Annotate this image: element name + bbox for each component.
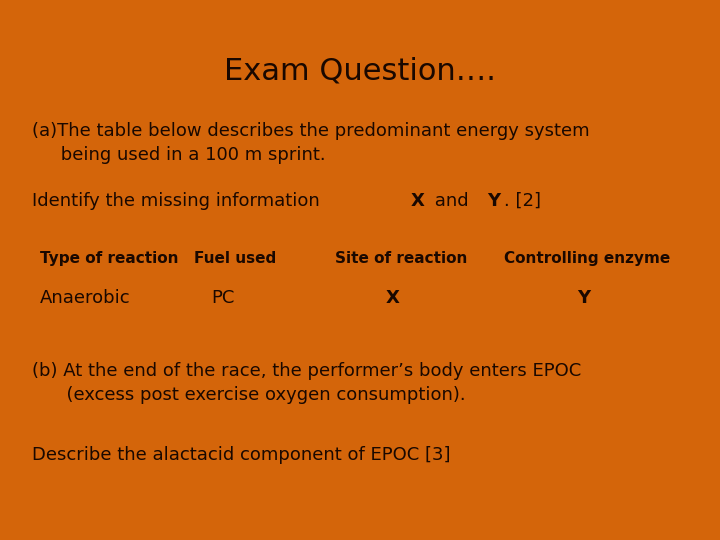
- Text: and: and: [429, 192, 474, 210]
- Text: Anaerobic: Anaerobic: [40, 289, 130, 307]
- Text: Y: Y: [487, 192, 500, 210]
- Text: PC: PC: [212, 289, 235, 307]
- Text: Describe the alactacid component of EPOC [3]: Describe the alactacid component of EPOC…: [32, 446, 451, 463]
- Text: Type of reaction: Type of reaction: [40, 251, 178, 266]
- Text: Y: Y: [577, 289, 590, 307]
- Text: Site of reaction: Site of reaction: [335, 251, 467, 266]
- Text: Controlling enzyme: Controlling enzyme: [504, 251, 670, 266]
- Text: X: X: [385, 289, 400, 307]
- Text: Exam Question….: Exam Question….: [224, 57, 496, 86]
- Text: . [2]: . [2]: [505, 192, 541, 210]
- Text: Identify the missing information: Identify the missing information: [32, 192, 326, 210]
- Text: Fuel used: Fuel used: [194, 251, 276, 266]
- Text: (a)The table below describes the predominant energy system
     being used in a : (a)The table below describes the predomi…: [32, 122, 590, 164]
- Text: X: X: [411, 192, 425, 210]
- Text: (b) At the end of the race, the performer’s body enters EPOC
      (excess post : (b) At the end of the race, the performe…: [32, 362, 582, 404]
